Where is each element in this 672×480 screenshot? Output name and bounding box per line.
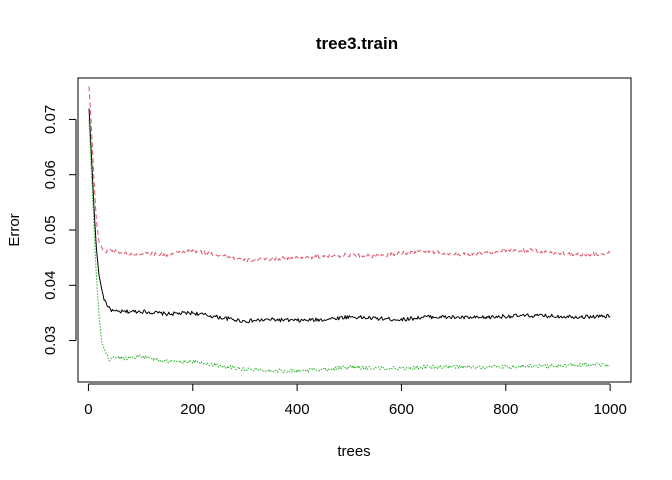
y-tick-label: 0.04 bbox=[42, 271, 59, 300]
x-tick-label: 800 bbox=[493, 401, 518, 418]
y-tick-label: 0.03 bbox=[42, 326, 59, 355]
x-tick-label: 0 bbox=[84, 401, 92, 418]
y-tick-label: 0.06 bbox=[42, 160, 59, 189]
chart-title: tree3.train bbox=[316, 34, 398, 53]
x-tick-label: 200 bbox=[180, 401, 205, 418]
error-series-line bbox=[88, 119, 611, 374]
error-series-line bbox=[88, 86, 611, 263]
series-layer bbox=[88, 86, 611, 374]
y-tick-label: 0.05 bbox=[42, 215, 59, 244]
plot-frame bbox=[77, 77, 632, 383]
x-axis: 0 200 400 600 800 1000 bbox=[84, 383, 627, 418]
y-axis-label: Error bbox=[6, 213, 23, 246]
y-tick-label: 0.07 bbox=[42, 105, 59, 134]
y-axis: 0.03 0.04 0.05 0.06 0.07 bbox=[42, 105, 77, 355]
x-tick-label: 400 bbox=[285, 401, 310, 418]
x-tick-label: 600 bbox=[389, 401, 414, 418]
x-axis-label: trees bbox=[337, 443, 370, 460]
error-series-line bbox=[88, 108, 611, 324]
x-tick-label: 1000 bbox=[593, 401, 626, 418]
